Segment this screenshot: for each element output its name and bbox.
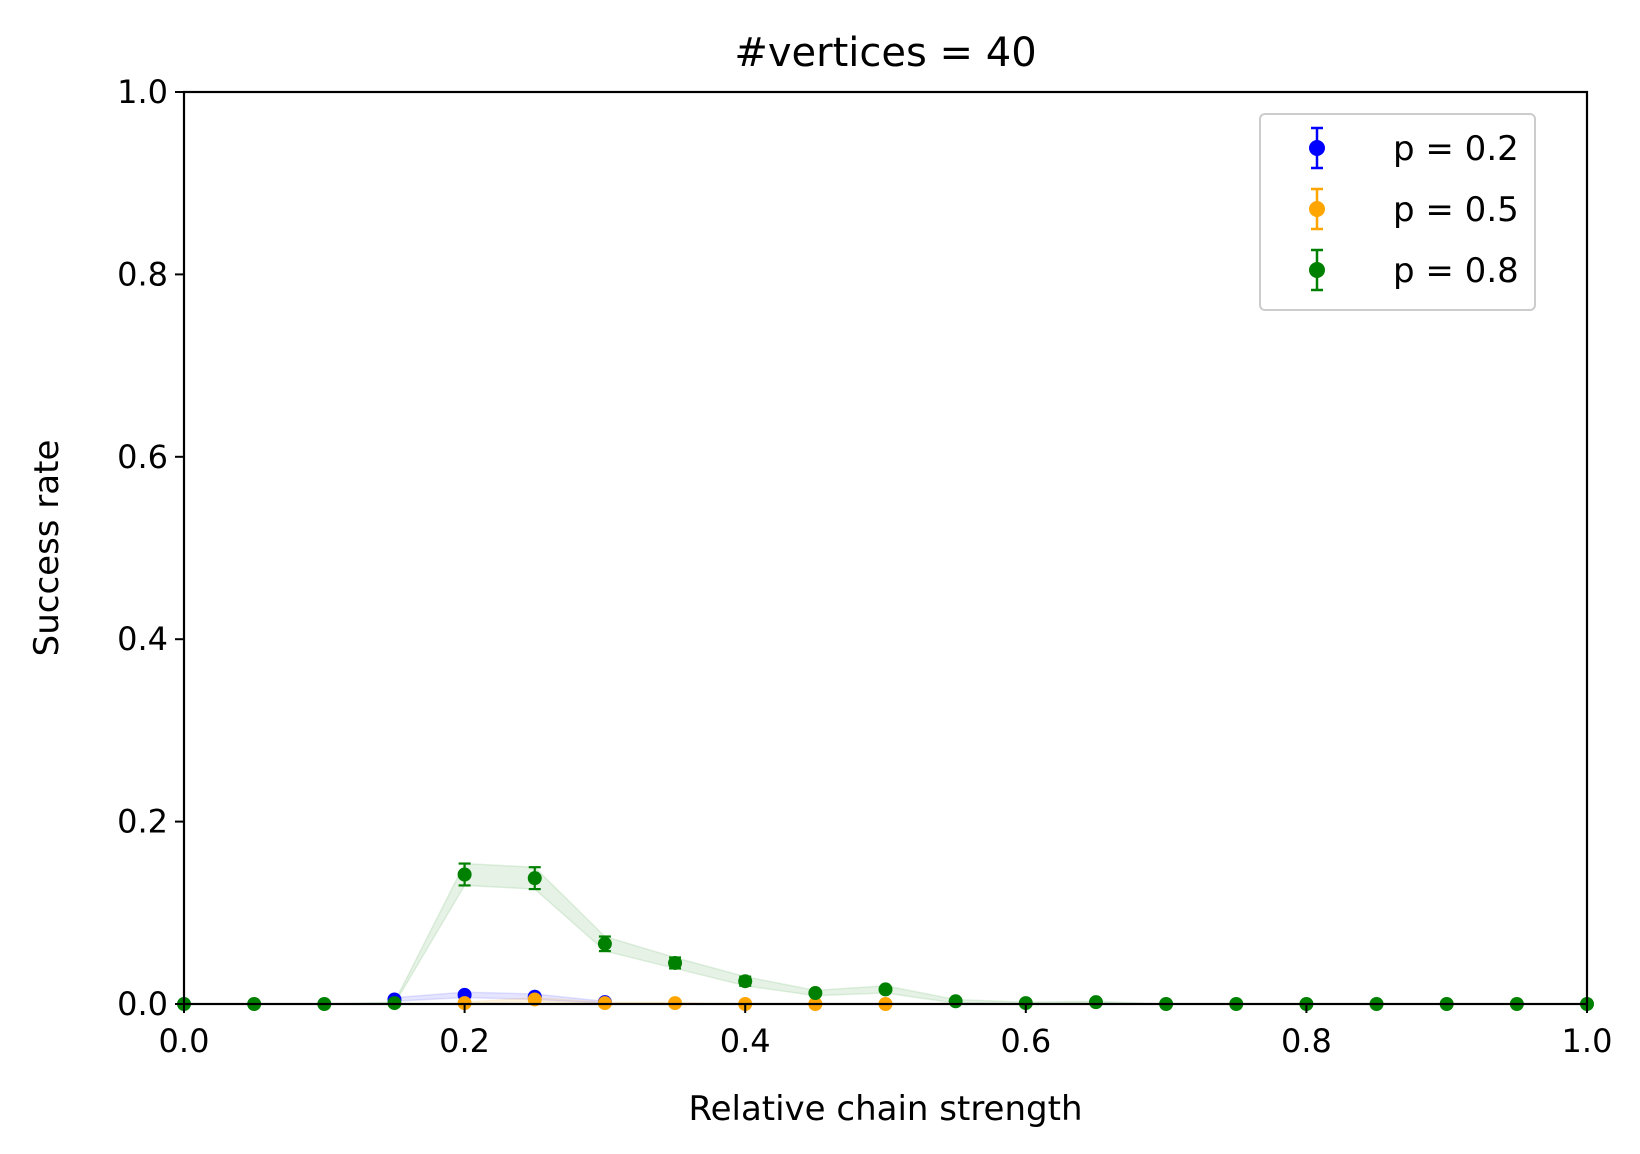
x-tick-label: 0.6 — [1000, 1022, 1051, 1060]
data-point — [948, 994, 963, 1009]
x-tick-label: 1.0 — [1562, 1022, 1613, 1060]
legend-marker — [1309, 201, 1325, 217]
y-tick-label: 0.4 — [117, 620, 168, 658]
data-point — [808, 986, 823, 1001]
data-point — [527, 871, 542, 886]
legend-box — [1259, 113, 1536, 311]
data-point — [597, 936, 612, 951]
data-points — [177, 862, 1594, 1011]
legend-label: p = 0.8 — [1393, 251, 1519, 291]
legend-label: p = 0.5 — [1393, 190, 1519, 230]
data-point — [457, 867, 472, 882]
confidence-band — [184, 862, 1587, 1005]
y-tick-label: 0.2 — [117, 803, 168, 841]
data-point — [878, 982, 893, 997]
data-point — [738, 974, 753, 989]
x-axis-label: Relative chain strength — [688, 1089, 1082, 1129]
x-tick-label: 0.2 — [439, 1022, 490, 1060]
confidence-bands — [184, 862, 1587, 1005]
legend-marker — [1309, 262, 1325, 278]
data-point — [668, 955, 683, 970]
y-tick-label: 0.6 — [117, 438, 168, 476]
y-axis-ticks: 0.0 0.2 0.4 0.6 0.8 1.0 — [117, 73, 184, 1023]
x-axis-ticks: 0.0 0.2 0.4 0.6 0.8 1.0 — [159, 1004, 1613, 1060]
x-tick-label: 0.8 — [1281, 1022, 1332, 1060]
x-tick-label: 0.4 — [720, 1022, 771, 1060]
y-tick-label: 0.0 — [117, 985, 168, 1023]
data-point — [1088, 995, 1103, 1010]
y-tick-label: 1.0 — [117, 73, 168, 111]
plot-frame — [182, 90, 1589, 1006]
legend: p = 0.2 p = 0.5 p = 0.8 — [1259, 113, 1536, 311]
legend-label: p = 0.2 — [1393, 129, 1519, 169]
chart-title: #vertices = 40 — [734, 30, 1036, 76]
y-tick-label: 0.8 — [117, 255, 168, 293]
x-tick-label: 0.0 — [159, 1022, 210, 1060]
series-points — [177, 862, 1594, 1011]
y-axis-label: Success rate — [27, 440, 67, 657]
legend-marker — [1309, 140, 1325, 156]
